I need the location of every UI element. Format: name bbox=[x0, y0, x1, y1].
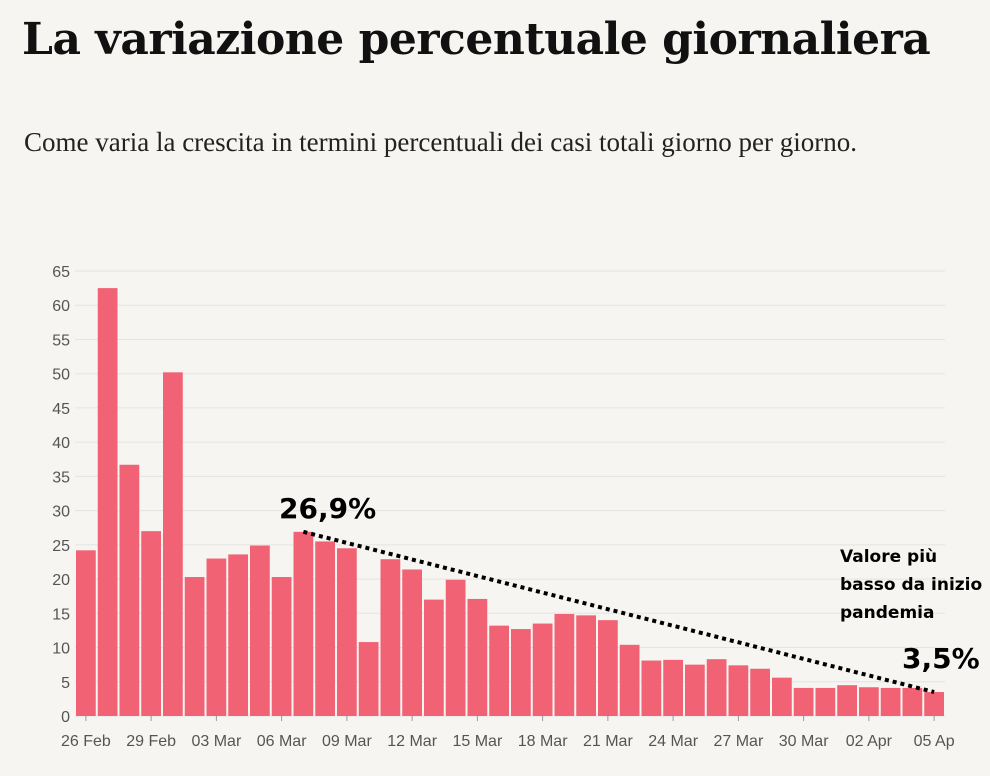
bar bbox=[554, 613, 575, 716]
bar bbox=[184, 577, 205, 716]
bar bbox=[228, 554, 248, 716]
bar bbox=[685, 664, 705, 716]
x-tick-label: 29 Feb bbox=[126, 733, 176, 750]
annotations: 26,9% 3,5% Valore più basso da inizio pa… bbox=[279, 492, 982, 694]
note-line-1: Valore più bbox=[840, 547, 937, 567]
bar bbox=[902, 687, 923, 716]
y-tick-label: 45 bbox=[52, 401, 70, 418]
bar bbox=[250, 545, 270, 716]
bar bbox=[163, 372, 183, 716]
y-tick-label: 25 bbox=[52, 538, 70, 555]
bar bbox=[728, 665, 749, 716]
bar bbox=[337, 548, 357, 716]
bar bbox=[924, 692, 944, 716]
x-tick-label: 12 Mar bbox=[387, 733, 437, 750]
bar bbox=[750, 668, 770, 716]
bar bbox=[315, 541, 335, 716]
y-tick-label: 5 bbox=[61, 675, 70, 692]
bar bbox=[619, 644, 640, 716]
bar bbox=[663, 659, 683, 716]
bar bbox=[880, 687, 901, 716]
bar bbox=[141, 531, 161, 716]
x-tick-label: 06 Mar bbox=[257, 733, 307, 750]
x-tick-label: 26 Feb bbox=[61, 733, 111, 750]
x-tick-label: 03 Mar bbox=[191, 733, 241, 750]
bar bbox=[445, 579, 466, 716]
bar bbox=[576, 615, 596, 716]
x-tick-label: 18 Mar bbox=[518, 733, 568, 750]
bar bbox=[598, 620, 618, 716]
x-tick-label: 27 Mar bbox=[713, 733, 763, 750]
y-tick-label: 15 bbox=[52, 606, 70, 623]
y-tick-label: 20 bbox=[52, 572, 70, 589]
bar bbox=[641, 660, 662, 716]
bar bbox=[511, 629, 531, 716]
y-tick-label: 40 bbox=[52, 435, 70, 452]
x-tick-label: 02 Apr bbox=[846, 733, 893, 750]
bar bbox=[467, 598, 488, 716]
x-tick-label: 21 Mar bbox=[583, 733, 633, 750]
bar bbox=[206, 558, 227, 716]
y-tick-label: 30 bbox=[52, 504, 70, 521]
note-line-3: pandemia bbox=[840, 603, 934, 623]
y-tick-label: 10 bbox=[52, 641, 70, 658]
bar bbox=[815, 687, 836, 716]
y-tick-label: 60 bbox=[52, 298, 70, 315]
bar bbox=[380, 559, 401, 716]
y-tick-label: 0 bbox=[61, 709, 70, 726]
bar bbox=[424, 599, 444, 716]
y-tick-label: 65 bbox=[52, 264, 70, 281]
end-value-label: 3,5% bbox=[902, 642, 980, 675]
bar bbox=[76, 550, 96, 716]
y-axis-ticks: 0 5 10 15 20 25 30 35 40 45 50 55 60 65 bbox=[52, 264, 70, 726]
x-tick-label: 05 Ap bbox=[914, 733, 955, 750]
bar bbox=[402, 569, 422, 716]
bar bbox=[793, 687, 814, 716]
y-tick-label: 35 bbox=[52, 469, 70, 486]
start-value-label: 26,9% bbox=[279, 492, 376, 525]
y-tick-label: 50 bbox=[52, 367, 70, 384]
x-tick-label: 30 Mar bbox=[779, 733, 829, 750]
bar bbox=[837, 685, 857, 716]
x-tick-label: 24 Mar bbox=[648, 733, 698, 750]
y-tick-label: 55 bbox=[52, 332, 70, 349]
bar bbox=[706, 659, 727, 716]
bar bbox=[293, 531, 314, 716]
grid-lines bbox=[75, 270, 945, 717]
bar bbox=[119, 464, 140, 716]
x-tick-label: 09 Mar bbox=[322, 733, 372, 750]
bar bbox=[271, 577, 292, 716]
bar bbox=[532, 623, 553, 716]
bar bbox=[489, 625, 509, 716]
bar bbox=[772, 677, 792, 716]
page-subtitle: Come varia la crescita in termini percen… bbox=[24, 127, 857, 157]
bar bbox=[358, 642, 379, 716]
x-axis-ticks: 26 Feb 29 Feb 03 Mar 06 Mar 09 Mar 12 Mar 15 M… bbox=[61, 716, 955, 750]
bars bbox=[76, 288, 944, 716]
x-tick-label: 15 Mar bbox=[452, 733, 502, 750]
bar bbox=[97, 288, 118, 716]
note-line-2: basso da inizio bbox=[840, 575, 982, 595]
bar bbox=[859, 687, 879, 716]
page-title: La variazione percentuale giornaliera bbox=[22, 14, 931, 65]
